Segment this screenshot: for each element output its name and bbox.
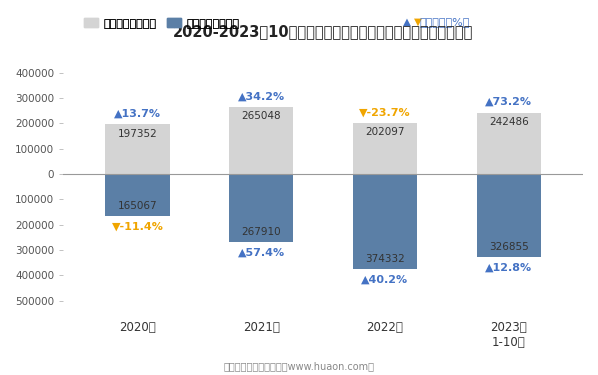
Bar xyxy=(477,112,541,174)
Text: 制图：华经产业研究院（www.huaon.com）: 制图：华经产业研究院（www.huaon.com） xyxy=(224,361,374,371)
Bar xyxy=(229,174,294,242)
Text: 267910: 267910 xyxy=(242,227,281,237)
Bar xyxy=(105,124,170,174)
Text: 197352: 197352 xyxy=(118,129,157,139)
Text: ▲57.4%: ▲57.4% xyxy=(237,248,285,258)
Text: ▲73.2%: ▲73.2% xyxy=(485,97,532,107)
Title: 2020-2023年10月哈尔滨市商品收发货人所在地进、出口额统计: 2020-2023年10月哈尔滨市商品收发货人所在地进、出口额统计 xyxy=(173,24,473,39)
Bar xyxy=(477,174,541,257)
Text: ▲34.2%: ▲34.2% xyxy=(237,92,285,101)
Legend: 出口额（万美元）, 进口额（万美元）: 出口额（万美元）, 进口额（万美元） xyxy=(84,18,239,28)
Text: ▼-11.4%: ▼-11.4% xyxy=(111,222,163,231)
Text: 242486: 242486 xyxy=(489,117,529,127)
Text: ▼: ▼ xyxy=(414,17,422,27)
Text: 326855: 326855 xyxy=(489,242,529,252)
Text: ▲: ▲ xyxy=(404,17,411,27)
Bar xyxy=(105,174,170,216)
Text: ▼-23.7%: ▼-23.7% xyxy=(359,107,411,117)
Text: ▲40.2%: ▲40.2% xyxy=(361,274,408,285)
Bar xyxy=(229,107,294,174)
Text: 165067: 165067 xyxy=(118,201,157,211)
Text: ▲13.7%: ▲13.7% xyxy=(114,108,161,118)
Text: ▲12.8%: ▲12.8% xyxy=(485,262,532,272)
Bar xyxy=(353,123,417,174)
Bar xyxy=(353,174,417,269)
Text: 265048: 265048 xyxy=(242,111,281,122)
Text: 同比增长（%）: 同比增长（%） xyxy=(419,17,469,27)
Text: 374332: 374332 xyxy=(365,254,405,264)
Text: 202097: 202097 xyxy=(365,128,405,137)
